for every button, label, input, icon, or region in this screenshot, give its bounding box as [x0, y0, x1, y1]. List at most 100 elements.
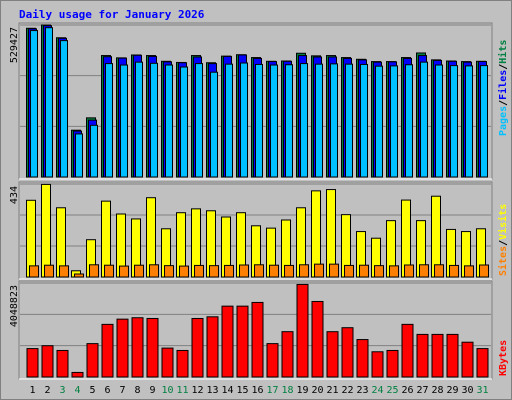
legend-entry: / [498, 100, 509, 106]
kbytes-bar [41, 345, 54, 378]
x-tick-label: 21 [326, 385, 338, 396]
sites-bar [299, 264, 309, 278]
x-tick-label: 23 [356, 385, 368, 396]
x-tick-label: 5 [89, 385, 95, 396]
kbytes-bar [446, 333, 459, 378]
kbytes-bar [161, 347, 174, 378]
x-tick-label: 15 [236, 385, 248, 396]
pages-bar [390, 65, 398, 178]
sites-bar [44, 264, 54, 278]
x-tick-label: 16 [251, 385, 263, 396]
pages-bar [90, 124, 98, 178]
pages-bar [285, 64, 293, 178]
sites-bar [269, 264, 279, 278]
sites-bar [434, 264, 444, 278]
x-tick-label: 4 [74, 385, 80, 396]
pages-bar [180, 66, 188, 178]
pages-bar [60, 40, 68, 178]
x-tick-label: 3 [59, 385, 65, 396]
x-tick-label: 29 [446, 385, 458, 396]
x-tick-label: 17 [266, 385, 278, 396]
pages-bar [315, 63, 323, 178]
pages-bar [240, 62, 248, 178]
legend-entry: Pages [498, 106, 509, 136]
sites-bar [329, 263, 339, 278]
pages-bar [465, 65, 473, 178]
pages-bar [195, 63, 203, 178]
x-tick-label: 18 [281, 385, 293, 396]
kbytes-bar [371, 351, 384, 378]
sites-bar [389, 265, 399, 278]
x-tick-label: 28 [431, 385, 443, 396]
x-tick-label: 2 [44, 385, 50, 396]
x-tick-label: 19 [296, 385, 308, 396]
pages-bar [435, 64, 443, 178]
sites-bar [194, 264, 204, 278]
x-tick-label: 26 [401, 385, 413, 396]
x-tick-label: 14 [221, 385, 233, 396]
pages-bar [330, 63, 338, 178]
kbytes-bar [476, 348, 489, 378]
kbytes-bar [356, 339, 369, 378]
kbytes-bar [266, 343, 279, 378]
kbytes-bar [416, 333, 429, 378]
x-tick-label: 7 [119, 385, 125, 396]
sites-bar [239, 264, 249, 278]
legend-entry: Sites [497, 246, 509, 276]
sites-bar [164, 265, 174, 278]
pages-bar [225, 63, 233, 178]
pages-bar [150, 62, 158, 178]
pages-bar [105, 63, 113, 178]
kbytes-bar [71, 371, 84, 378]
legend-entry: / [498, 64, 509, 70]
y-axis-max-label: 529427 [9, 27, 20, 63]
sites-bar [74, 273, 84, 278]
pages-bar [30, 30, 38, 178]
legend-entry: Files [497, 70, 509, 100]
x-tick-label: 24 [371, 385, 383, 396]
kbytes-bar [176, 349, 189, 378]
sites-bar [314, 263, 324, 278]
pages-bar [255, 63, 263, 178]
pages-bar [45, 27, 53, 178]
x-tick-label: 12 [191, 385, 203, 396]
kbytes-bar [191, 317, 204, 378]
kbytes-bar [146, 317, 159, 378]
pages-bar [75, 133, 83, 178]
legend-visits-sites: Sites/Visits [497, 204, 509, 276]
kbytes-bar [116, 318, 129, 378]
kbytes-bar [26, 348, 39, 378]
x-tick-label: 25 [386, 385, 398, 396]
sites-bar [224, 264, 234, 278]
pages-bar [360, 63, 368, 178]
sites-bar [479, 264, 489, 278]
visits-bar [41, 183, 51, 278]
sites-bar [419, 264, 429, 278]
x-tick-label: 11 [176, 385, 188, 396]
legend-entry: / [498, 240, 509, 246]
sites-bar [119, 265, 129, 278]
legend-hits-files-pages: Pages/Files/Hits [497, 40, 509, 136]
kbytes-bar [401, 323, 414, 378]
x-tick-label: 13 [206, 385, 218, 396]
sites-bar [284, 264, 294, 278]
kbytes-bar [341, 327, 354, 378]
x-tick-label: 27 [416, 385, 428, 396]
kbytes-bar [386, 349, 399, 378]
y-axis-max-label: 4048823 [9, 285, 20, 327]
kbytes-bar [56, 349, 69, 378]
pages-bar [270, 64, 278, 178]
kbytes-bar [296, 283, 309, 378]
legend-entry: Hits [497, 40, 509, 64]
sites-bar [59, 265, 69, 278]
sites-bar [134, 264, 144, 278]
x-tick-label: 6 [104, 385, 110, 396]
sites-bar [449, 264, 459, 278]
pages-bar [165, 64, 173, 178]
pages-bar [420, 61, 428, 178]
x-tick-label: 10 [161, 385, 173, 396]
pages-bar [210, 71, 218, 178]
sites-bar [374, 265, 384, 278]
